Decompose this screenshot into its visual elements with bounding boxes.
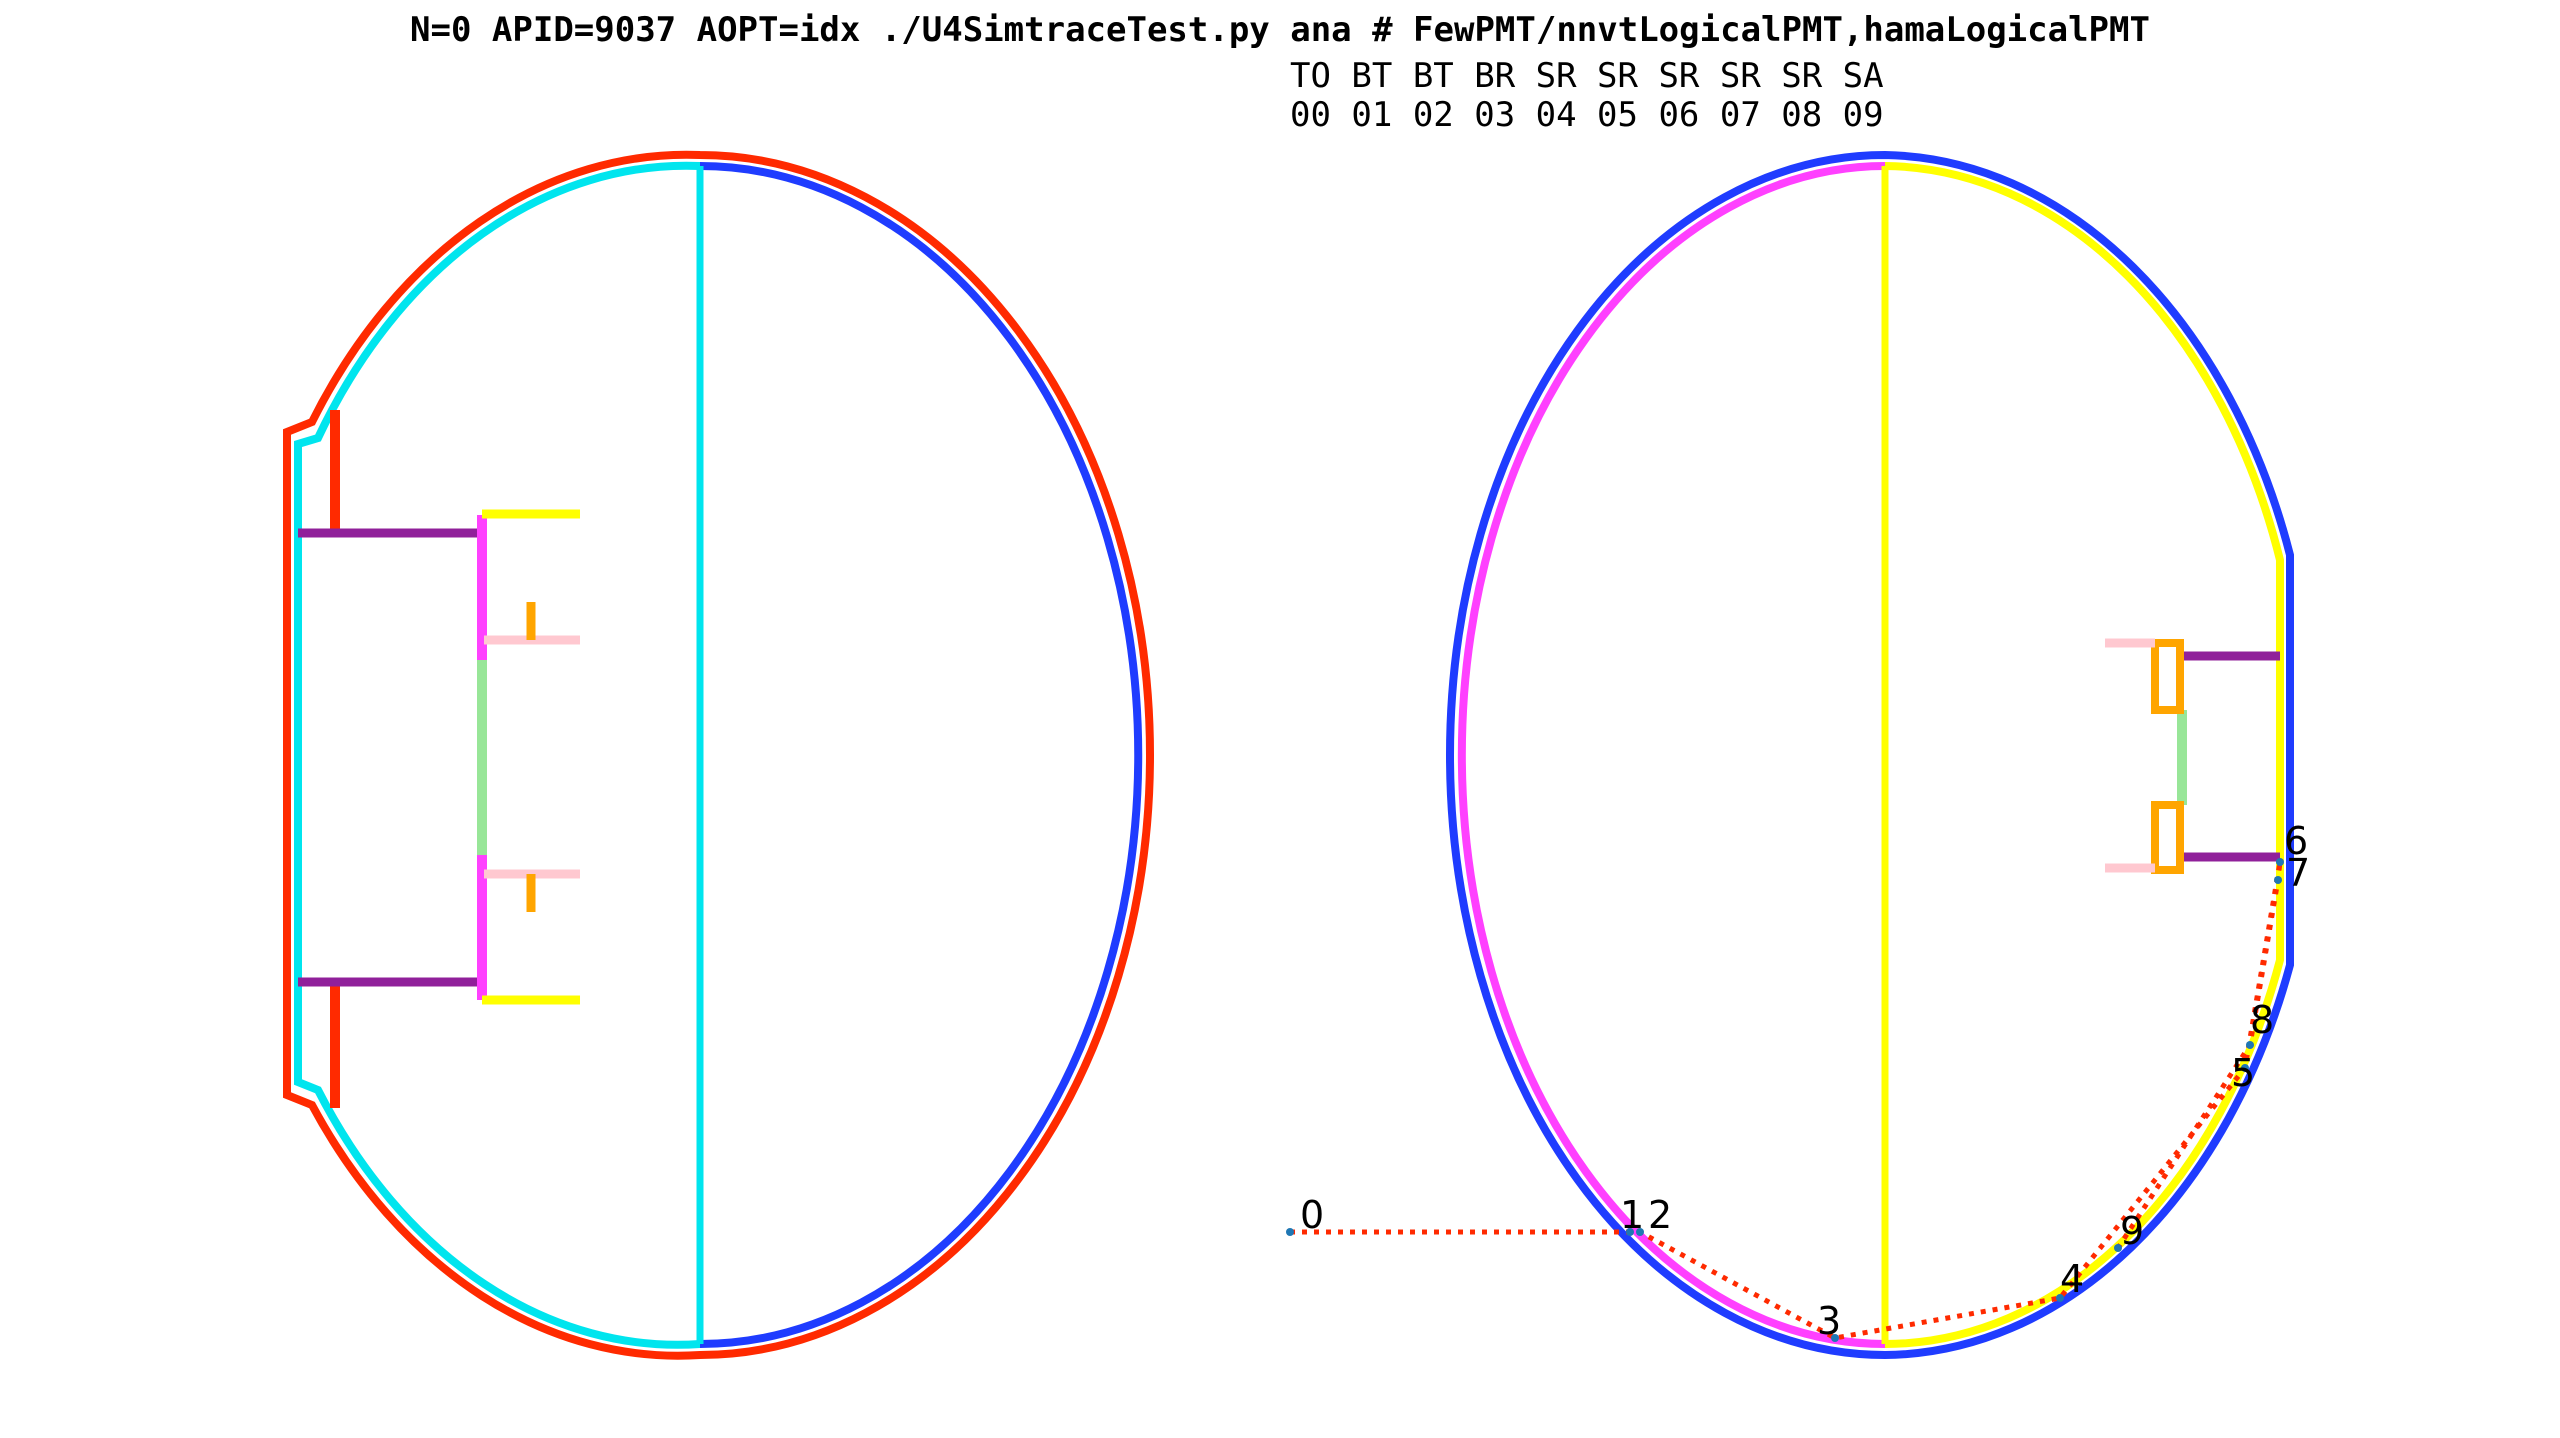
path-point-4 bbox=[2056, 1294, 2064, 1302]
path-point-0 bbox=[1286, 1228, 1294, 1236]
photon-path-labels: 0 1 2 3 4 5 67 8 9 bbox=[1300, 819, 2310, 1343]
photon-path-line bbox=[1290, 861, 2283, 1341]
path-label-8: 8 bbox=[2250, 998, 2274, 1042]
path-label-4: 4 bbox=[2060, 1257, 2084, 1301]
path-label-1: 1 bbox=[1620, 1193, 1644, 1237]
history-indices: 00 01 02 03 04 05 06 07 08 09 bbox=[1290, 95, 1884, 135]
right-upper-orange-bracket bbox=[2151, 639, 2184, 714]
left-inner-blue-boundary bbox=[699, 162, 1143, 1348]
path-label-6: 6 bbox=[2284, 819, 2308, 863]
path-point-9 bbox=[2114, 1244, 2122, 1252]
path-point-3 bbox=[1831, 1334, 1839, 1342]
photon-path: 0 1 2 3 4 5 67 8 9 bbox=[1286, 819, 2310, 1343]
right-inner-yellow-boundary bbox=[1884, 162, 2284, 1348]
history-codes: TO BT BT BR SR SR SR SR SR SA bbox=[1290, 56, 1884, 96]
right-lower-orange-bracket bbox=[2151, 801, 2184, 874]
path-point-6 bbox=[2276, 858, 2284, 866]
path-point-2 bbox=[1636, 1228, 1644, 1236]
path-label-3: 3 bbox=[1817, 1299, 1841, 1343]
path-label-0: 0 bbox=[1300, 1193, 1324, 1237]
photon-path-points bbox=[1286, 858, 2284, 1342]
path-label-9: 9 bbox=[2120, 1209, 2144, 1253]
figure-title: N=0 APID=9037 AOPT=idx ./U4SimtraceTest.… bbox=[410, 10, 2150, 50]
left-outer-red-boundary bbox=[283, 150, 1154, 1360]
path-point-5 bbox=[2241, 1064, 2249, 1072]
path-point-1 bbox=[1626, 1228, 1634, 1236]
path-point-7 bbox=[2274, 876, 2282, 884]
right-pmt-hama bbox=[1446, 150, 2294, 1360]
path-label-5: 5 bbox=[2231, 1051, 2255, 1095]
path-point-8 bbox=[2246, 1041, 2254, 1049]
path-label-7: 7 bbox=[2286, 851, 2310, 895]
path-label-2: 2 bbox=[1648, 1193, 1672, 1237]
left-pmt-nnvt bbox=[283, 150, 1154, 1360]
right-outer-blue-boundary bbox=[1446, 150, 2294, 1360]
left-inner-cyan-boundary bbox=[294, 161, 701, 1349]
right-inner-magenta-boundary bbox=[1457, 162, 1886, 1348]
